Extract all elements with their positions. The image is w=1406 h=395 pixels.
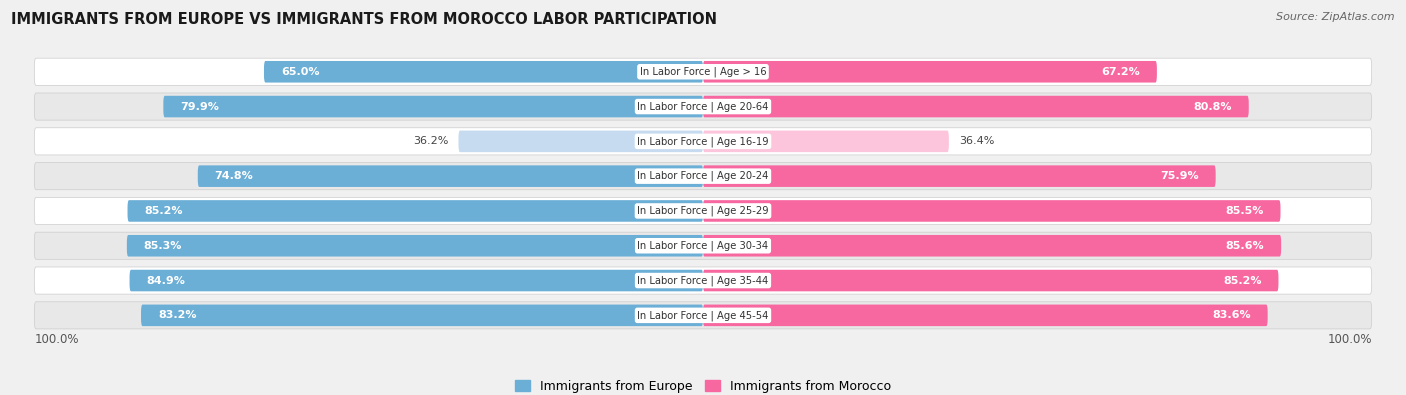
Legend: Immigrants from Europe, Immigrants from Morocco: Immigrants from Europe, Immigrants from … [510,375,896,395]
FancyBboxPatch shape [703,96,1249,117]
Text: 65.0%: 65.0% [281,67,319,77]
Text: 83.2%: 83.2% [157,310,197,320]
Text: 100.0%: 100.0% [34,333,79,346]
FancyBboxPatch shape [34,198,1372,224]
FancyBboxPatch shape [198,166,703,187]
Text: In Labor Force | Age 30-34: In Labor Force | Age 30-34 [637,241,769,251]
FancyBboxPatch shape [34,128,1372,155]
FancyBboxPatch shape [141,305,703,326]
Text: 74.8%: 74.8% [215,171,253,181]
FancyBboxPatch shape [264,61,703,83]
FancyBboxPatch shape [34,267,1372,294]
FancyBboxPatch shape [127,235,703,256]
FancyBboxPatch shape [34,58,1372,85]
Text: 83.6%: 83.6% [1212,310,1251,320]
Text: 75.9%: 75.9% [1160,171,1199,181]
Text: In Labor Force | Age 35-44: In Labor Force | Age 35-44 [637,275,769,286]
Text: 85.5%: 85.5% [1225,206,1264,216]
Text: 85.3%: 85.3% [143,241,183,251]
Text: In Labor Force | Age 20-24: In Labor Force | Age 20-24 [637,171,769,181]
FancyBboxPatch shape [703,61,1157,83]
Text: 36.4%: 36.4% [959,136,994,147]
Text: In Labor Force | Age > 16: In Labor Force | Age > 16 [640,66,766,77]
Text: 80.8%: 80.8% [1194,102,1232,111]
FancyBboxPatch shape [34,232,1372,259]
FancyBboxPatch shape [703,166,1216,187]
FancyBboxPatch shape [703,235,1281,256]
Text: Source: ZipAtlas.com: Source: ZipAtlas.com [1277,12,1395,22]
Text: In Labor Force | Age 45-54: In Labor Force | Age 45-54 [637,310,769,321]
FancyBboxPatch shape [458,131,703,152]
Text: 79.9%: 79.9% [180,102,219,111]
FancyBboxPatch shape [703,131,949,152]
FancyBboxPatch shape [703,270,1278,292]
Text: 85.2%: 85.2% [145,206,183,216]
Text: 36.2%: 36.2% [413,136,449,147]
FancyBboxPatch shape [34,163,1372,190]
FancyBboxPatch shape [163,96,703,117]
FancyBboxPatch shape [34,93,1372,120]
Text: 67.2%: 67.2% [1101,67,1140,77]
Text: In Labor Force | Age 20-64: In Labor Force | Age 20-64 [637,101,769,112]
Text: IMMIGRANTS FROM EUROPE VS IMMIGRANTS FROM MOROCCO LABOR PARTICIPATION: IMMIGRANTS FROM EUROPE VS IMMIGRANTS FRO… [11,12,717,27]
FancyBboxPatch shape [128,200,703,222]
FancyBboxPatch shape [703,305,1268,326]
Text: 100.0%: 100.0% [1327,333,1372,346]
Text: 84.9%: 84.9% [146,276,186,286]
FancyBboxPatch shape [129,270,703,292]
Text: In Labor Force | Age 25-29: In Labor Force | Age 25-29 [637,206,769,216]
Text: 85.6%: 85.6% [1226,241,1264,251]
Text: In Labor Force | Age 16-19: In Labor Force | Age 16-19 [637,136,769,147]
FancyBboxPatch shape [34,302,1372,329]
Text: 85.2%: 85.2% [1223,276,1261,286]
FancyBboxPatch shape [703,200,1281,222]
